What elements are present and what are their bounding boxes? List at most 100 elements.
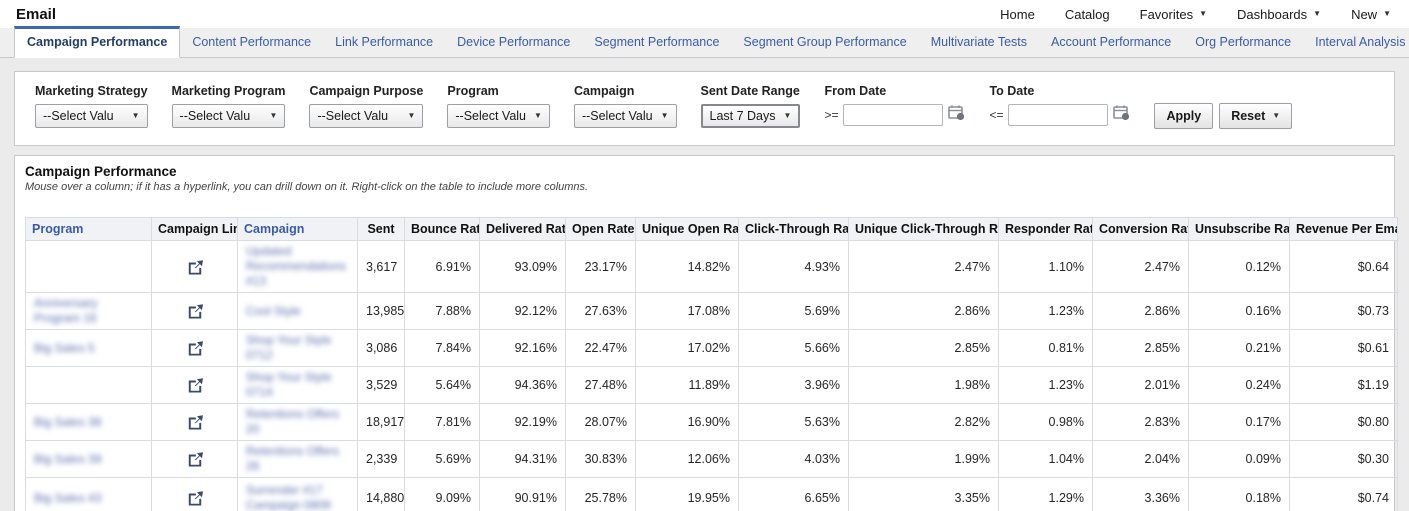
metric-cell: 92.19% <box>479 403 566 441</box>
program-link[interactable]: Anniversary Program 16 <box>34 296 98 325</box>
operator-label: <= <box>989 108 1004 122</box>
metric-cell: 7.88% <box>404 292 480 330</box>
operator-label: >= <box>824 108 839 122</box>
campaign-link[interactable]: Cool Style <box>246 303 301 318</box>
caret-down-icon: ▼ <box>131 111 140 120</box>
metric-cell: 3,617 <box>357 240 405 293</box>
tab-multivariate-tests[interactable]: Multivariate Tests <box>930 35 1028 49</box>
to-date-input[interactable] <box>1008 104 1109 126</box>
campaign-cell: Shop Your Style 0714 <box>237 366 358 404</box>
open-campaign-icon[interactable] <box>160 451 229 467</box>
caret-down-icon: ▼ <box>534 111 542 120</box>
campaign-link[interactable]: Shop Your Style 0714 <box>246 370 332 399</box>
campaign-link[interactable]: Surrender #17 Campaign 0809 <box>246 483 331 511</box>
reset-button[interactable]: Reset ▼ <box>1219 103 1293 129</box>
metric-cell: 6.65% <box>738 477 849 511</box>
apply-button[interactable]: Apply <box>1154 103 1214 129</box>
metric-cell: $0.61 <box>1289 329 1398 367</box>
open-campaign-icon[interactable] <box>160 414 229 430</box>
column-header-campaign[interactable]: Campaign <box>237 217 358 241</box>
open-campaign-icon[interactable] <box>160 259 229 275</box>
program-link[interactable]: Big Sales 38 <box>34 414 102 429</box>
tab-account-performance[interactable]: Account Performance <box>1051 35 1172 49</box>
metric-cell: 92.16% <box>479 329 566 367</box>
calendar-icon[interactable] <box>1113 104 1130 126</box>
tab-campaign-performance[interactable]: Campaign Performance <box>14 26 181 58</box>
open-campaign-icon[interactable] <box>160 490 229 506</box>
filter-sent-date-range: Sent Date Range Last 7 Days ▼ <box>700 84 801 128</box>
program-cell[interactable]: Big Sales 43 <box>25 477 152 511</box>
metric-cell: 2.85% <box>848 329 999 367</box>
nav-item-label: Favorites <box>1139 6 1194 22</box>
tab-org-performance[interactable]: Org Performance <box>1195 35 1292 49</box>
select-value: Last 7 Days <box>709 109 776 123</box>
campaign-cell: Shop Your Style 0712 <box>237 329 358 367</box>
metric-cell: 25.78% <box>565 477 636 511</box>
open-campaign-icon[interactable] <box>160 377 229 393</box>
from-date-input[interactable] <box>843 104 944 126</box>
nav-item-label: New <box>1351 6 1378 22</box>
program-cell[interactable]: Big Sales 5 <box>25 329 152 367</box>
metric-cell: 6.91% <box>404 240 480 293</box>
tab-segment-group-performance[interactable]: Segment Group Performance <box>743 35 907 49</box>
metric-cell: 19.95% <box>635 477 739 511</box>
filter-campaign-purpose: Campaign Purpose --Select Valu ▼ <box>309 84 424 128</box>
filter-label: Marketing Strategy <box>35 84 148 98</box>
program-cell[interactable]: Big Sales 38 <box>25 403 152 441</box>
program-cell[interactable]: Big Sales 39 <box>25 440 152 478</box>
caret-down-icon: ▼ <box>1383 9 1391 18</box>
nav-item-favorites[interactable]: Favorites ▼ <box>1140 7 1207 22</box>
tab-segment-performance[interactable]: Segment Performance <box>594 35 720 49</box>
metric-cell: 0.81% <box>998 329 1093 367</box>
filter-program: Program --Select Valu ▼ <box>447 84 550 128</box>
campaign-purpose-select[interactable]: --Select Valu ▼ <box>309 104 424 128</box>
nav-item-home[interactable]: Home <box>1000 7 1035 22</box>
marketing-program-select[interactable]: --Select Valu ▼ <box>171 104 286 128</box>
nav-item-new[interactable]: New ▼ <box>1351 7 1391 22</box>
tab-link-performance[interactable]: Link Performance <box>335 35 434 49</box>
program-link[interactable]: Big Sales 39 <box>34 451 102 466</box>
campaign-link[interactable]: Shop Your Style 0712 <box>246 333 332 362</box>
nav-item-catalog[interactable]: Catalog <box>1065 7 1110 22</box>
calendar-icon[interactable] <box>948 104 965 126</box>
tab-content-performance[interactable]: Content Performance <box>192 35 312 49</box>
metric-cell: 1.98% <box>848 366 999 404</box>
campaign-select[interactable]: --Select Valu ▼ <box>573 104 677 128</box>
campaign-cell: Cool Style <box>237 292 358 330</box>
program-select[interactable]: --Select Valu ▼ <box>447 104 550 128</box>
metric-cell: 12.06% <box>635 440 739 478</box>
program-cell[interactable]: Anniversary Program 16 <box>25 292 152 330</box>
report-panel: Campaign Performance Mouse over a column… <box>14 155 1398 511</box>
open-campaign-icon[interactable] <box>160 303 229 319</box>
table-row: Big Sales 5 Shop Your Style 0712 3,086 7.84… <box>25 329 1398 367</box>
tab-device-performance[interactable]: Device Performance <box>457 35 571 49</box>
campaign-link[interactable]: Updated Recommendations #13 <box>246 244 347 288</box>
metric-cell: 7.81% <box>404 403 480 441</box>
tab-interval-analysis[interactable]: Interval Analysis <box>1315 35 1406 49</box>
metric-cell: 1.99% <box>848 440 999 478</box>
campaign-link[interactable]: Retentions Offers 20 <box>246 407 340 436</box>
marketing-strategy-select[interactable]: --Select Valu ▼ <box>35 104 148 128</box>
metric-cell: $0.64 <box>1289 240 1398 293</box>
sent-date-range-select[interactable]: Last 7 Days ▼ <box>700 104 801 128</box>
select-value: --Select Valu <box>43 109 114 123</box>
table-row: Anniversary Program 16 Cool Style 13,985 7.… <box>25 292 1398 330</box>
column-header-program[interactable]: Program <box>25 217 152 241</box>
campaign-link[interactable]: Retentions Offers 26 <box>246 444 340 473</box>
metric-cell: 22.47% <box>565 329 636 367</box>
program-link[interactable]: Big Sales 43 <box>34 490 102 505</box>
campaign-link-cell <box>151 477 238 511</box>
caret-down-icon: ▼ <box>269 111 278 120</box>
open-campaign-icon[interactable] <box>160 340 229 356</box>
campaign-cell: Retentions Offers 26 <box>237 440 358 478</box>
report-hint-note: Mouse over a column; if it has a hyperli… <box>25 181 589 193</box>
metric-cell: 5.64% <box>404 366 480 404</box>
filter-campaign: Campaign --Select Valu ▼ <box>573 84 677 128</box>
metric-cell: 5.63% <box>738 403 849 441</box>
filter-label: Campaign Purpose <box>309 84 424 98</box>
program-link[interactable]: Big Sales 5 <box>34 340 95 355</box>
column-header-delivered-rate: Delivered Rate <box>479 217 566 241</box>
metric-cell: 9.09% <box>404 477 480 511</box>
nav-item-dashboards[interactable]: Dashboards ▼ <box>1237 7 1321 22</box>
